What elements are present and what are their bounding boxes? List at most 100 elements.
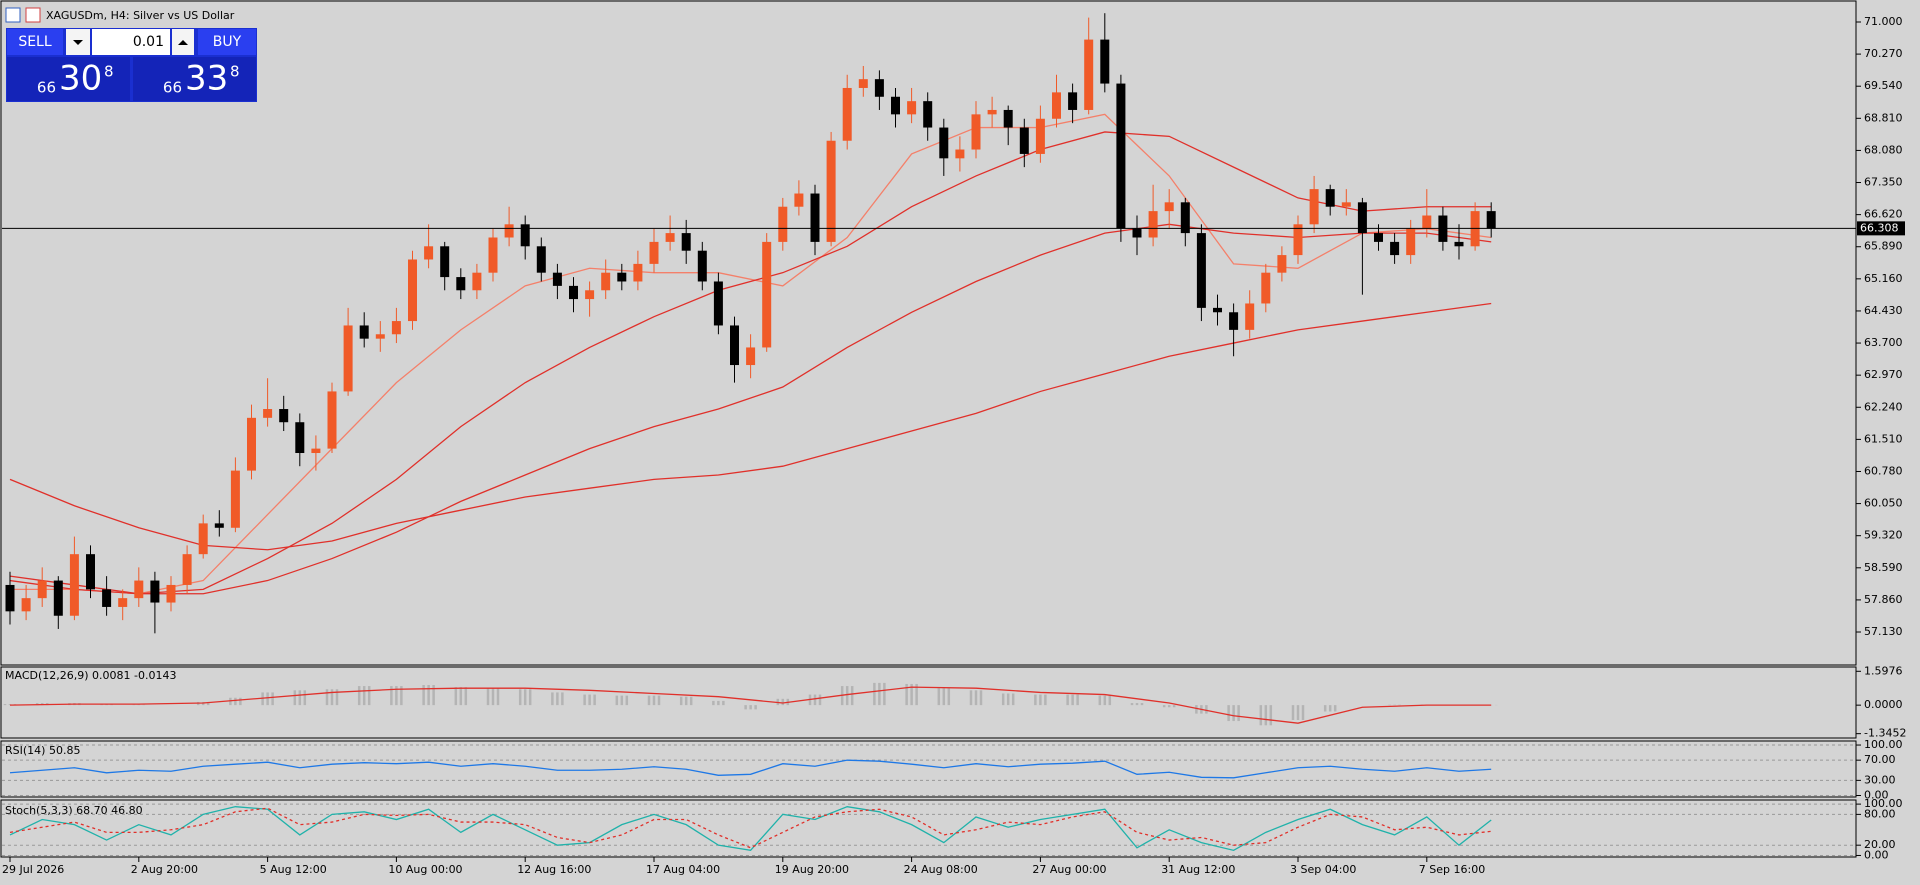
candle-body xyxy=(21,598,31,612)
candle-body xyxy=(182,554,192,585)
candle-body xyxy=(247,417,256,471)
x-tick-label: 17 Aug 04:00 xyxy=(646,863,720,876)
candle-body xyxy=(1148,211,1158,238)
symbol-title: XAGUSDm, H4: Silver vs US Dollar xyxy=(46,9,235,22)
y-tick-label: 61.510 xyxy=(1864,432,1903,445)
y-tick-label: 70.270 xyxy=(1864,47,1903,60)
moving-average xyxy=(9,223,1492,595)
candle-body xyxy=(552,272,562,286)
y-tick-label: 0.00 xyxy=(1864,788,1889,801)
candle-body xyxy=(1196,233,1206,308)
candle-body xyxy=(86,554,95,590)
buy-label: BUY xyxy=(213,34,242,50)
candle-body xyxy=(810,193,820,242)
indicator-label: MACD(12,26,9) 0.0081 -0.0143 xyxy=(5,669,176,682)
candle-body xyxy=(504,224,514,238)
stoch-signal xyxy=(9,807,1492,849)
arrow-up xyxy=(178,40,188,45)
y-tick-label: 71.000 xyxy=(1864,15,1903,28)
candle-body xyxy=(295,422,305,454)
x-tick-label: 7 Sep 16:00 xyxy=(1419,863,1485,876)
candle-body xyxy=(134,580,144,599)
y-tick-label: 0.0000 xyxy=(1864,698,1903,711)
candle-body xyxy=(874,79,884,97)
candle-body xyxy=(166,584,176,603)
candle-body xyxy=(1309,189,1319,225)
candle-body xyxy=(69,554,79,616)
candle-body xyxy=(730,325,739,366)
y-tick-label: 60.780 xyxy=(1864,464,1903,477)
volume-value: 0.01 xyxy=(133,34,164,50)
buy-button[interactable] xyxy=(198,29,256,55)
candle-body xyxy=(343,325,353,392)
candle-body xyxy=(1486,211,1496,229)
moving-average xyxy=(9,131,1492,595)
candle-body xyxy=(5,584,15,612)
indicator-label: RSI(14) 50.85 xyxy=(5,744,80,757)
bid-small: 8 xyxy=(104,63,114,81)
candle-body xyxy=(118,598,128,607)
trade-panel: SELL 0.01 BUY 66 30 8 66 33 8 xyxy=(6,28,257,102)
candle-body xyxy=(102,589,112,607)
candle-body xyxy=(1406,228,1416,256)
x-tick-label: 31 Aug 12:00 xyxy=(1161,863,1235,876)
candle-body xyxy=(617,272,627,282)
candle-body xyxy=(681,233,691,251)
y-tick-label: 59.320 xyxy=(1864,529,1903,542)
y-tick-label: 66.620 xyxy=(1864,208,1903,221)
arrow-down xyxy=(73,40,83,45)
candle-body xyxy=(1454,241,1464,247)
y-tick-label: 57.130 xyxy=(1864,625,1903,638)
candle-body xyxy=(53,580,63,616)
candle-body xyxy=(359,325,369,339)
candle-body xyxy=(520,224,530,247)
candle-body xyxy=(1164,202,1174,212)
candle-body xyxy=(633,263,643,282)
x-tick-label: 5 Aug 12:00 xyxy=(260,863,327,876)
y-tick-label: 70.00 xyxy=(1864,753,1896,766)
candle-body xyxy=(987,109,997,115)
ask-box[interactable] xyxy=(133,57,256,101)
candle-body xyxy=(1357,202,1367,234)
ask-small: 8 xyxy=(230,63,240,81)
candle-body xyxy=(713,281,723,326)
candle-body xyxy=(665,233,675,242)
y-tick-label: 60.050 xyxy=(1864,497,1903,510)
y-tick-label: 65.160 xyxy=(1864,272,1903,285)
candle-body xyxy=(1390,241,1400,256)
symbol-header: XAGUSDm, H4: Silver vs US Dollar xyxy=(5,7,235,23)
candle-body xyxy=(1084,39,1094,110)
candle-body xyxy=(697,250,707,282)
candle-body xyxy=(536,246,546,273)
candle-body xyxy=(891,96,900,115)
candle-body xyxy=(923,101,933,128)
ask-big: 66 xyxy=(163,79,182,97)
sell-button[interactable] xyxy=(7,29,63,55)
bid-main: 30 xyxy=(59,59,102,99)
candle-body xyxy=(311,448,321,454)
ask-main: 33 xyxy=(185,59,228,99)
y-tick-label: 65.890 xyxy=(1864,240,1903,253)
candle-body xyxy=(842,87,852,141)
y-tick-label: 100.00 xyxy=(1864,738,1903,751)
candle-body xyxy=(1213,307,1222,313)
candle-body xyxy=(585,290,595,300)
candle-body xyxy=(762,241,772,348)
candle-body xyxy=(971,114,981,150)
x-tick-label: 27 Aug 00:00 xyxy=(1032,863,1106,876)
x-tick-label: 19 Aug 20:00 xyxy=(775,863,849,876)
macd-frame xyxy=(0,666,1857,739)
current-price-label: 66.308 xyxy=(1860,221,1899,234)
volume-input[interactable] xyxy=(92,29,170,55)
x-tick-label: 12 Aug 16:00 xyxy=(517,863,591,876)
candle-body xyxy=(1180,202,1190,234)
candle-body xyxy=(440,246,450,278)
y-tick-label: 62.240 xyxy=(1864,400,1903,413)
stoch-main xyxy=(9,806,1492,852)
y-tick-label: 1.5976 xyxy=(1864,664,1903,677)
candle-body xyxy=(746,347,756,366)
sell-label: SELL xyxy=(18,34,52,50)
rsi-line xyxy=(9,759,1492,779)
bid-box[interactable] xyxy=(7,57,130,101)
